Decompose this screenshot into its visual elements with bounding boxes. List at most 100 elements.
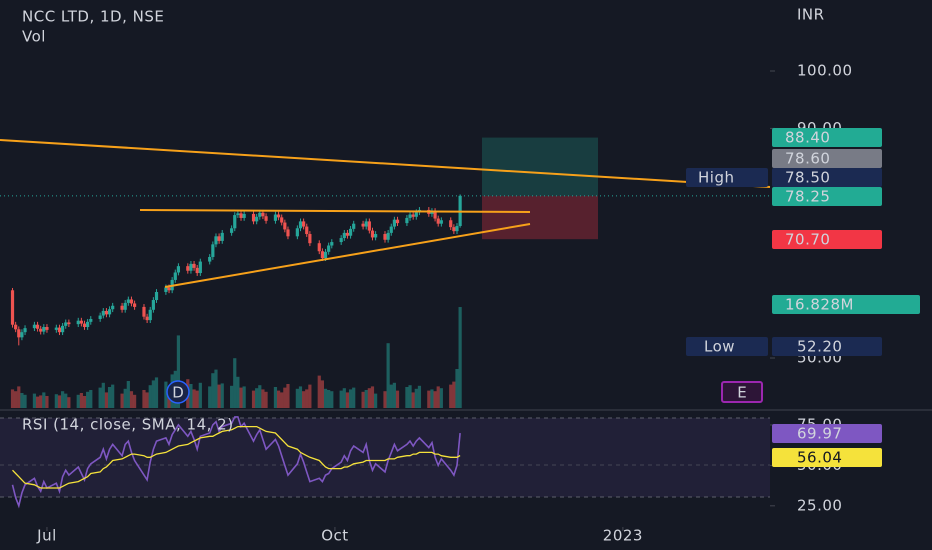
volume-bar: [23, 394, 27, 408]
candle-body: [39, 328, 43, 332]
candle-body: [389, 226, 393, 233]
high-label: 78.50: [785, 169, 830, 187]
volume-bar: [411, 392, 415, 408]
high-name: High: [698, 169, 734, 187]
y-tick-label: 100.00: [797, 62, 853, 80]
candle-body: [327, 245, 331, 252]
candle-body: [82, 323, 87, 328]
label-box: [772, 187, 882, 206]
candle-body: [195, 267, 199, 274]
volume-bar: [14, 391, 18, 408]
volume-bar: [283, 387, 287, 408]
candle-body: [123, 302, 127, 310]
candle-body: [383, 234, 387, 240]
rsi-label: 69.97: [797, 425, 842, 443]
volume-bar: [64, 393, 68, 408]
volume-bar: [57, 395, 62, 408]
volume-bar: [145, 392, 149, 408]
volume-bar: [120, 393, 124, 408]
candle-body: [449, 220, 453, 228]
x-tick-label: Oct: [321, 527, 348, 545]
volume-bar: [79, 393, 83, 408]
volume-bar: [364, 390, 368, 408]
candle-body: [111, 305, 115, 310]
volume-bar: [273, 387, 278, 408]
candle-body: [198, 261, 202, 274]
candle-body: [283, 222, 287, 230]
volume-bar: [386, 343, 390, 408]
candle-body: [276, 214, 281, 218]
candle-body: [395, 219, 400, 224]
candle-body: [330, 242, 334, 246]
candle-body: [236, 213, 240, 216]
label-box: [772, 424, 882, 443]
candle-body: [192, 263, 196, 268]
volume-bar: [345, 392, 350, 408]
volume-bar: [195, 390, 199, 408]
candle-body: [120, 305, 124, 310]
volume-bar: [352, 387, 356, 408]
candle-body: [295, 228, 299, 237]
volume-bar: [132, 394, 137, 408]
volume-bar: [342, 388, 346, 408]
target-zone: [482, 137, 598, 196]
candle-body: [414, 212, 418, 217]
candle-body: [392, 219, 396, 227]
candle-body: [98, 315, 102, 319]
volume-bar: [104, 392, 109, 408]
candles: [10, 194, 462, 346]
candle-body: [154, 291, 159, 301]
candle-body: [186, 266, 190, 271]
volume-bar: [54, 394, 58, 408]
label-box: [686, 337, 768, 356]
event-label: D: [172, 384, 184, 402]
label-box: [772, 448, 882, 467]
volume-bar: [339, 390, 343, 408]
candle-body: [211, 244, 215, 257]
volume-bar: [101, 382, 105, 408]
target-label: 88.40: [785, 129, 830, 147]
volume-bar: [230, 385, 234, 408]
price-labels: 88.40 78.60 High 78.50 78.25 70.70 16.82…: [686, 128, 920, 467]
x-tick-label: 2023: [603, 527, 643, 545]
candle-body: [255, 216, 259, 222]
candle-body: [142, 306, 146, 317]
volume-bar: [264, 391, 268, 408]
volume-bar: [280, 392, 284, 408]
volume-bar: [176, 335, 181, 408]
volume-bar: [389, 384, 393, 408]
earnings-marker[interactable]: [721, 381, 763, 403]
volume-bar: [417, 385, 422, 408]
candle-body: [148, 309, 152, 321]
volume-bar: [276, 390, 281, 408]
candle-body: [20, 332, 24, 338]
candle-body: [176, 266, 181, 273]
candle-body: [129, 299, 134, 304]
currency: INR: [797, 6, 825, 24]
volume-bar: [198, 382, 202, 408]
candle-body: [32, 324, 37, 329]
volume: [10, 307, 462, 408]
candle-body: [164, 287, 168, 292]
candle-body: [305, 226, 309, 235]
label-box: [686, 168, 768, 187]
candle-body: [323, 251, 328, 259]
candle-body: [258, 212, 262, 217]
volume-bar: [405, 387, 409, 408]
volume-bar: [142, 390, 146, 408]
volume-bar: [35, 396, 40, 408]
volume-bar: [17, 386, 21, 408]
dividend-marker[interactable]: [166, 380, 190, 404]
volume-bar: [129, 391, 134, 408]
volume-bar: [361, 391, 365, 408]
trend-line: [164, 223, 531, 288]
candle-body: [86, 321, 90, 328]
candle-body: [239, 213, 243, 218]
volume-bar: [308, 384, 312, 408]
candle-body: [10, 290, 15, 325]
volume-label: 16.828M: [785, 296, 854, 314]
candle-body: [45, 327, 49, 330]
stop-zone: [482, 195, 598, 240]
volume-bar: [20, 393, 24, 408]
volume-bar: [217, 384, 221, 408]
